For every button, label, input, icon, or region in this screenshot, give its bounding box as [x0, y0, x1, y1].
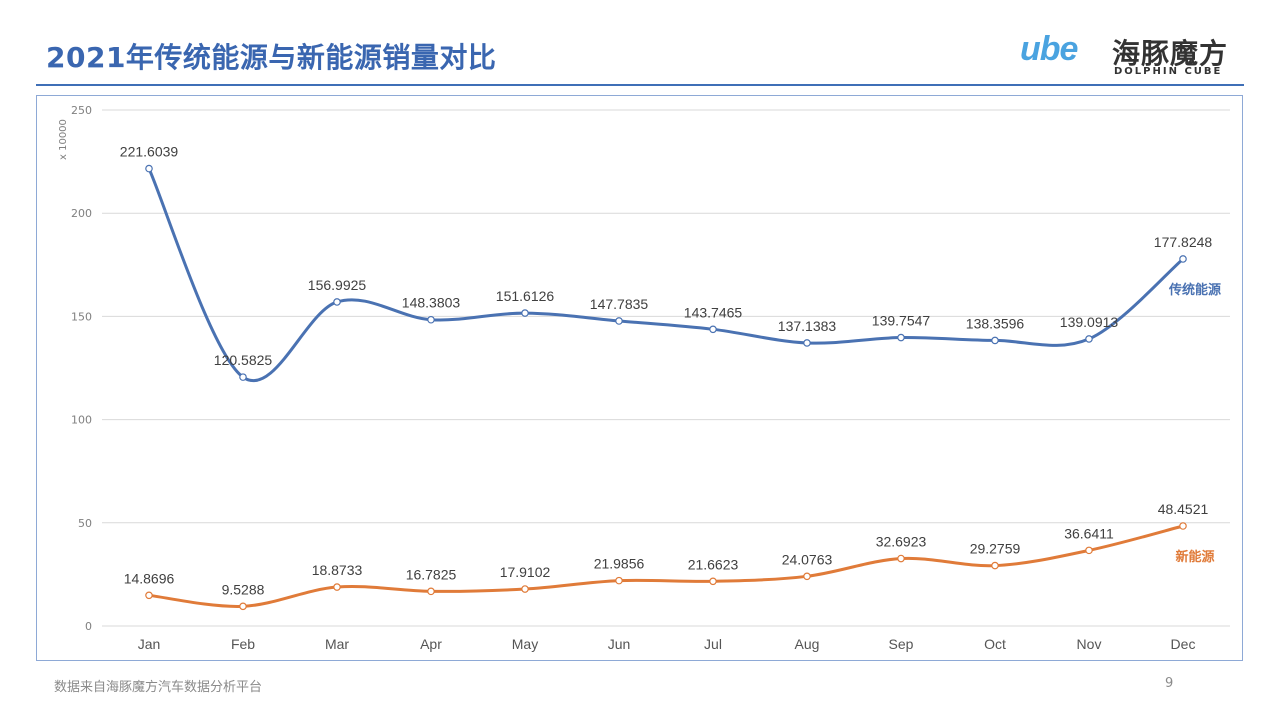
logo-name-cn: 海豚魔方 [1112, 37, 1229, 70]
x-tick-label: Dec [1171, 636, 1196, 652]
data-point [1179, 255, 1187, 263]
data-point [145, 164, 153, 173]
logo-name-en: DOLPHIN CUBE [1114, 66, 1223, 77]
data-label: 138.3596 [966, 315, 1025, 331]
data-point [615, 576, 623, 585]
data-point [1085, 335, 1093, 343]
x-tick-label: May [512, 636, 538, 652]
page-number: 9 [1165, 676, 1174, 691]
y-tick-label: 200 [71, 207, 92, 220]
data-point [239, 602, 247, 611]
x-tick-label: Jul [704, 636, 722, 652]
y-tick-label: 100 [71, 414, 92, 427]
data-point [803, 572, 811, 581]
y-unit-label: x 10000 [58, 119, 69, 160]
data-label: 139.0913 [1060, 314, 1119, 330]
x-tick-label: Mar [325, 636, 349, 652]
data-label: 21.6623 [688, 556, 739, 572]
data-point [709, 577, 717, 586]
data-label: 177.8248 [1154, 234, 1213, 250]
data-point [615, 317, 623, 325]
data-point [991, 561, 999, 570]
x-tick-label: Sep [889, 636, 914, 652]
data-point [803, 339, 811, 347]
data-label: 16.7825 [406, 566, 457, 582]
data-label: 21.9856 [594, 556, 645, 572]
x-tick-label: Jun [608, 636, 631, 652]
series-line-1 [147, 524, 1185, 608]
data-label: 36.6411 [1064, 525, 1114, 541]
data-label: 18.8733 [312, 562, 363, 578]
y-tick-label: 250 [71, 104, 92, 117]
data-point [239, 373, 247, 381]
data-label: 221.6039 [120, 144, 179, 160]
data-point [145, 591, 153, 600]
data-point [521, 585, 529, 593]
x-tick-label: Aug [795, 636, 820, 652]
dolphin-cube-logo: ube 海豚魔方 DOLPHIN CUBE [1020, 28, 1240, 80]
data-label: 14.8696 [124, 570, 175, 586]
data-label: 148.3803 [402, 295, 461, 311]
y-tick-label: 50 [78, 517, 92, 530]
data-label: 156.9925 [308, 277, 367, 293]
data-point [897, 333, 905, 342]
source-note: 数据来自海豚魔方汽车数据分析平台 [54, 680, 263, 695]
y-tick-label: 150 [71, 310, 92, 323]
data-label: 151.6126 [496, 288, 555, 304]
chart-frame [36, 95, 1243, 661]
series-name-label: 新能源 [1175, 549, 1214, 565]
page-title: 2021年传统能源与新能源销量对比 [46, 41, 497, 74]
data-label: 32.6923 [876, 534, 927, 550]
logo-mark: ube [1020, 30, 1078, 68]
data-point [427, 315, 435, 324]
data-label: 48.4521 [1158, 501, 1209, 517]
data-label: 139.7547 [872, 313, 931, 329]
y-tick-label: 0 [85, 620, 92, 633]
x-tick-label: Jan [138, 636, 161, 652]
x-tick-label: Apr [420, 636, 442, 652]
data-point [1085, 546, 1093, 555]
data-label: 24.0763 [782, 551, 833, 567]
data-label: 17.9102 [500, 564, 551, 580]
series-line-0 [147, 167, 1185, 382]
title-divider [36, 84, 1244, 86]
data-point [333, 298, 341, 306]
data-label: 29.2759 [970, 541, 1021, 557]
data-point [1179, 522, 1187, 530]
data-label: 120.5825 [214, 352, 273, 368]
data-point [521, 309, 529, 317]
series-name-label: 传统能源 [1168, 282, 1221, 298]
data-label: 147.7835 [590, 296, 649, 312]
x-tick-label: Oct [984, 636, 1006, 652]
x-tick-label: Nov [1077, 636, 1102, 652]
data-label: 143.7465 [684, 304, 743, 320]
data-point [333, 583, 341, 591]
data-point [427, 587, 435, 596]
x-tick-label: Feb [231, 636, 255, 652]
data-point [991, 336, 999, 345]
data-point [897, 554, 905, 563]
data-point [709, 325, 717, 334]
data-label: 137.1383 [778, 318, 837, 334]
data-label: 9.5288 [222, 581, 265, 597]
